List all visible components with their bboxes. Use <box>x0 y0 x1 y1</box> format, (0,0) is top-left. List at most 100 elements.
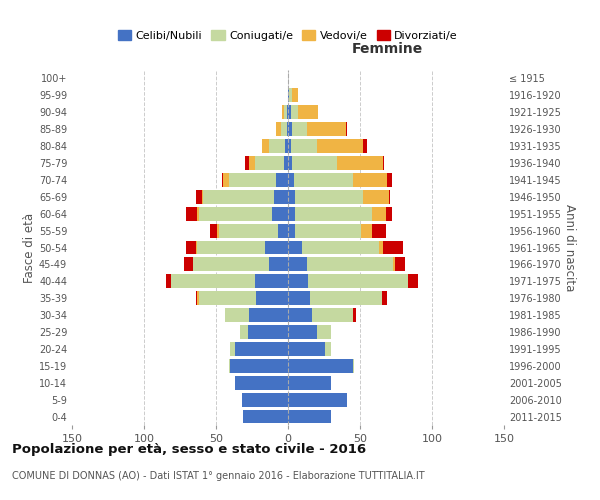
Bar <box>224 308 249 322</box>
Bar <box>288 122 292 136</box>
Bar <box>295 207 371 220</box>
Bar <box>255 274 288 288</box>
Bar <box>292 122 307 136</box>
Bar <box>288 342 325 356</box>
Bar <box>307 122 346 136</box>
Legend: Celibi/Nubili, Coniugati/e, Vedovi/e, Divorziati/e: Celibi/Nubili, Coniugati/e, Vedovi/e, Di… <box>113 26 463 45</box>
Bar <box>255 156 284 170</box>
Bar <box>193 258 269 272</box>
Bar <box>337 156 383 170</box>
Bar <box>199 292 256 305</box>
Bar <box>288 392 347 406</box>
Bar <box>287 106 288 119</box>
Y-axis label: Anni di nascita: Anni di nascita <box>563 204 575 291</box>
Bar <box>317 325 331 339</box>
Bar <box>389 190 390 203</box>
Bar <box>288 207 295 220</box>
Bar <box>393 258 395 272</box>
Bar <box>383 156 385 170</box>
Bar <box>262 139 269 153</box>
Bar <box>298 106 318 119</box>
Bar <box>288 190 295 203</box>
Bar <box>196 240 197 254</box>
Bar <box>361 224 371 237</box>
Bar <box>166 274 172 288</box>
Y-axis label: Fasce di età: Fasce di età <box>23 212 36 282</box>
Bar <box>363 139 367 153</box>
Bar <box>288 139 291 153</box>
Bar <box>407 274 418 288</box>
Bar <box>217 224 219 237</box>
Bar <box>288 308 313 322</box>
Bar <box>199 207 272 220</box>
Bar <box>289 88 292 102</box>
Bar <box>256 292 288 305</box>
Bar <box>196 190 202 203</box>
Bar <box>288 258 307 272</box>
Bar <box>291 106 298 119</box>
Bar <box>313 308 353 322</box>
Bar <box>203 190 274 203</box>
Bar <box>184 258 193 272</box>
Bar <box>278 224 288 237</box>
Bar <box>272 207 288 220</box>
Bar <box>281 122 287 136</box>
Bar <box>248 325 288 339</box>
Bar <box>287 122 288 136</box>
Bar <box>242 392 288 406</box>
Bar <box>386 207 392 220</box>
Bar <box>230 342 235 356</box>
Bar <box>371 207 386 220</box>
Bar <box>235 342 288 356</box>
Bar <box>288 88 289 102</box>
Bar <box>282 106 284 119</box>
Bar <box>284 106 287 119</box>
Bar <box>269 258 288 272</box>
Bar <box>288 359 353 373</box>
Bar <box>302 240 379 254</box>
Bar <box>288 240 302 254</box>
Bar <box>294 173 353 187</box>
Bar <box>223 173 229 187</box>
Bar <box>353 173 388 187</box>
Bar <box>229 359 230 373</box>
Bar <box>379 240 383 254</box>
Bar <box>249 308 288 322</box>
Bar <box>241 325 248 339</box>
Bar <box>346 122 347 136</box>
Bar <box>388 173 392 187</box>
Bar <box>295 224 361 237</box>
Bar <box>202 190 203 203</box>
Bar <box>288 292 310 305</box>
Bar <box>172 274 255 288</box>
Bar <box>292 156 337 170</box>
Bar <box>382 292 388 305</box>
Bar <box>308 274 407 288</box>
Bar <box>288 156 292 170</box>
Bar <box>269 139 285 153</box>
Bar <box>395 258 404 272</box>
Bar <box>285 139 288 153</box>
Bar <box>265 240 288 254</box>
Bar <box>196 292 197 305</box>
Bar <box>229 173 277 187</box>
Bar <box>353 359 354 373</box>
Bar <box>288 106 291 119</box>
Bar <box>244 410 288 424</box>
Bar <box>371 224 386 237</box>
Text: COMUNE DI DONNAS (AO) - Dati ISTAT 1° gennaio 2016 - Elaborazione TUTTITALIA.IT: COMUNE DI DONNAS (AO) - Dati ISTAT 1° ge… <box>12 471 425 481</box>
Bar <box>288 173 294 187</box>
Text: Popolazione per età, sesso e stato civile - 2016: Popolazione per età, sesso e stato civil… <box>12 442 366 456</box>
Bar <box>186 207 197 220</box>
Bar <box>277 122 281 136</box>
Text: Femmine: Femmine <box>352 42 423 56</box>
Bar <box>295 190 363 203</box>
Bar <box>274 190 288 203</box>
Bar <box>307 258 393 272</box>
Bar <box>363 190 389 203</box>
Bar <box>288 410 331 424</box>
Bar <box>230 359 288 373</box>
Bar <box>186 240 196 254</box>
Bar <box>317 139 363 153</box>
Bar <box>249 156 255 170</box>
